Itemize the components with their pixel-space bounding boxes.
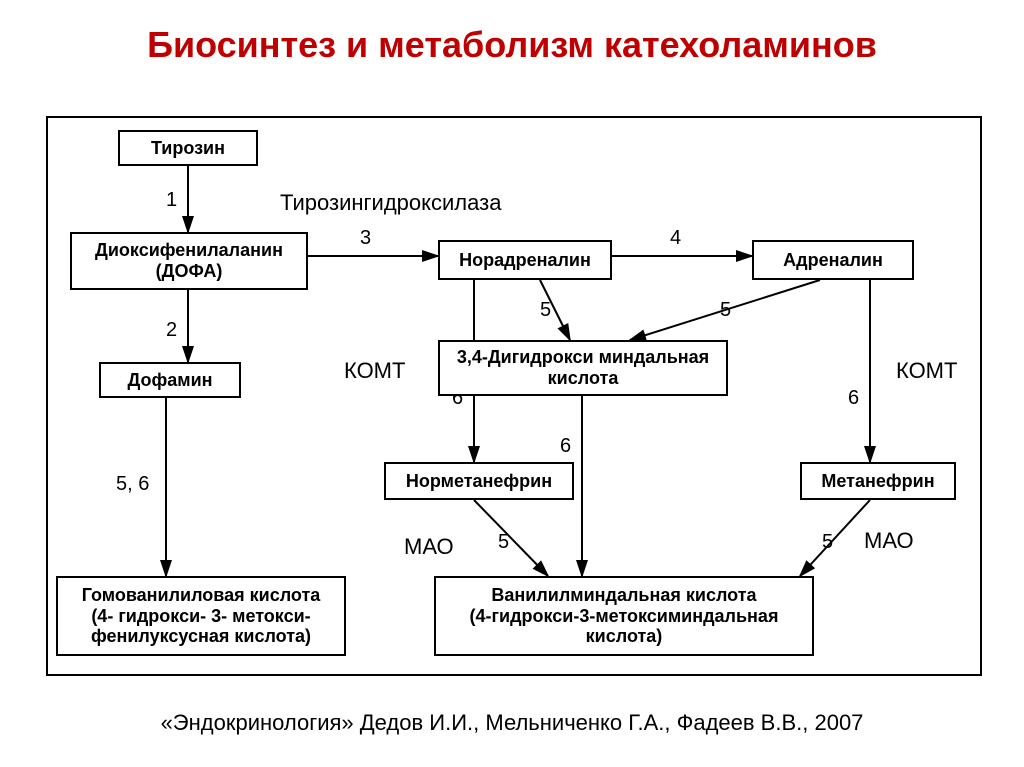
edge-label-e11: 5	[822, 531, 833, 553]
edge-label-e9: 6	[560, 435, 571, 457]
annotation-a2: КОМТ	[344, 358, 405, 384]
node-tyrosine: Тирозин	[118, 130, 258, 166]
node-hva: Гомованилиловая кислота(4- гидрокси- 3- …	[56, 576, 346, 656]
edge-label-e4: 4	[670, 227, 681, 249]
edge-label-e10: 5	[498, 531, 509, 553]
edge-label-e12: 5, 6	[116, 473, 149, 495]
annotation-a1: Тирозингидроксилаза	[280, 190, 501, 216]
node-normet: Норметанефрин	[384, 462, 574, 500]
edge-e10	[474, 500, 548, 576]
citation-text: «Эндокринология» Дедов И.И., Мельниченко…	[0, 710, 1024, 736]
edge-label-e1: 1	[166, 189, 177, 211]
edge-label-e2: 2	[166, 319, 177, 341]
edge-label-e8: 6	[848, 387, 859, 409]
node-dopa: Диоксифенилаланин(ДОФА)	[70, 232, 308, 290]
annotation-a4: МАО	[404, 534, 454, 560]
edge-label-e3: 3	[360, 227, 371, 249]
node-metan: Метанефрин	[800, 462, 956, 500]
node-dihydroxy: 3,4-Дигидрокси миндальнаякислота	[438, 340, 728, 396]
node-dopamine: Дофамин	[99, 362, 241, 398]
node-norad: Норадреналин	[438, 240, 612, 280]
edge-e11	[800, 500, 870, 576]
annotation-a5: МАО	[864, 528, 914, 554]
node-vma: Ванилилминдальная кислота(4-гидрокси-3-м…	[434, 576, 814, 656]
edge-label-e6: 5	[720, 299, 731, 321]
node-adren: Адреналин	[752, 240, 914, 280]
edge-label-e5: 5	[540, 299, 551, 321]
annotation-a3: КОМТ	[896, 358, 957, 384]
